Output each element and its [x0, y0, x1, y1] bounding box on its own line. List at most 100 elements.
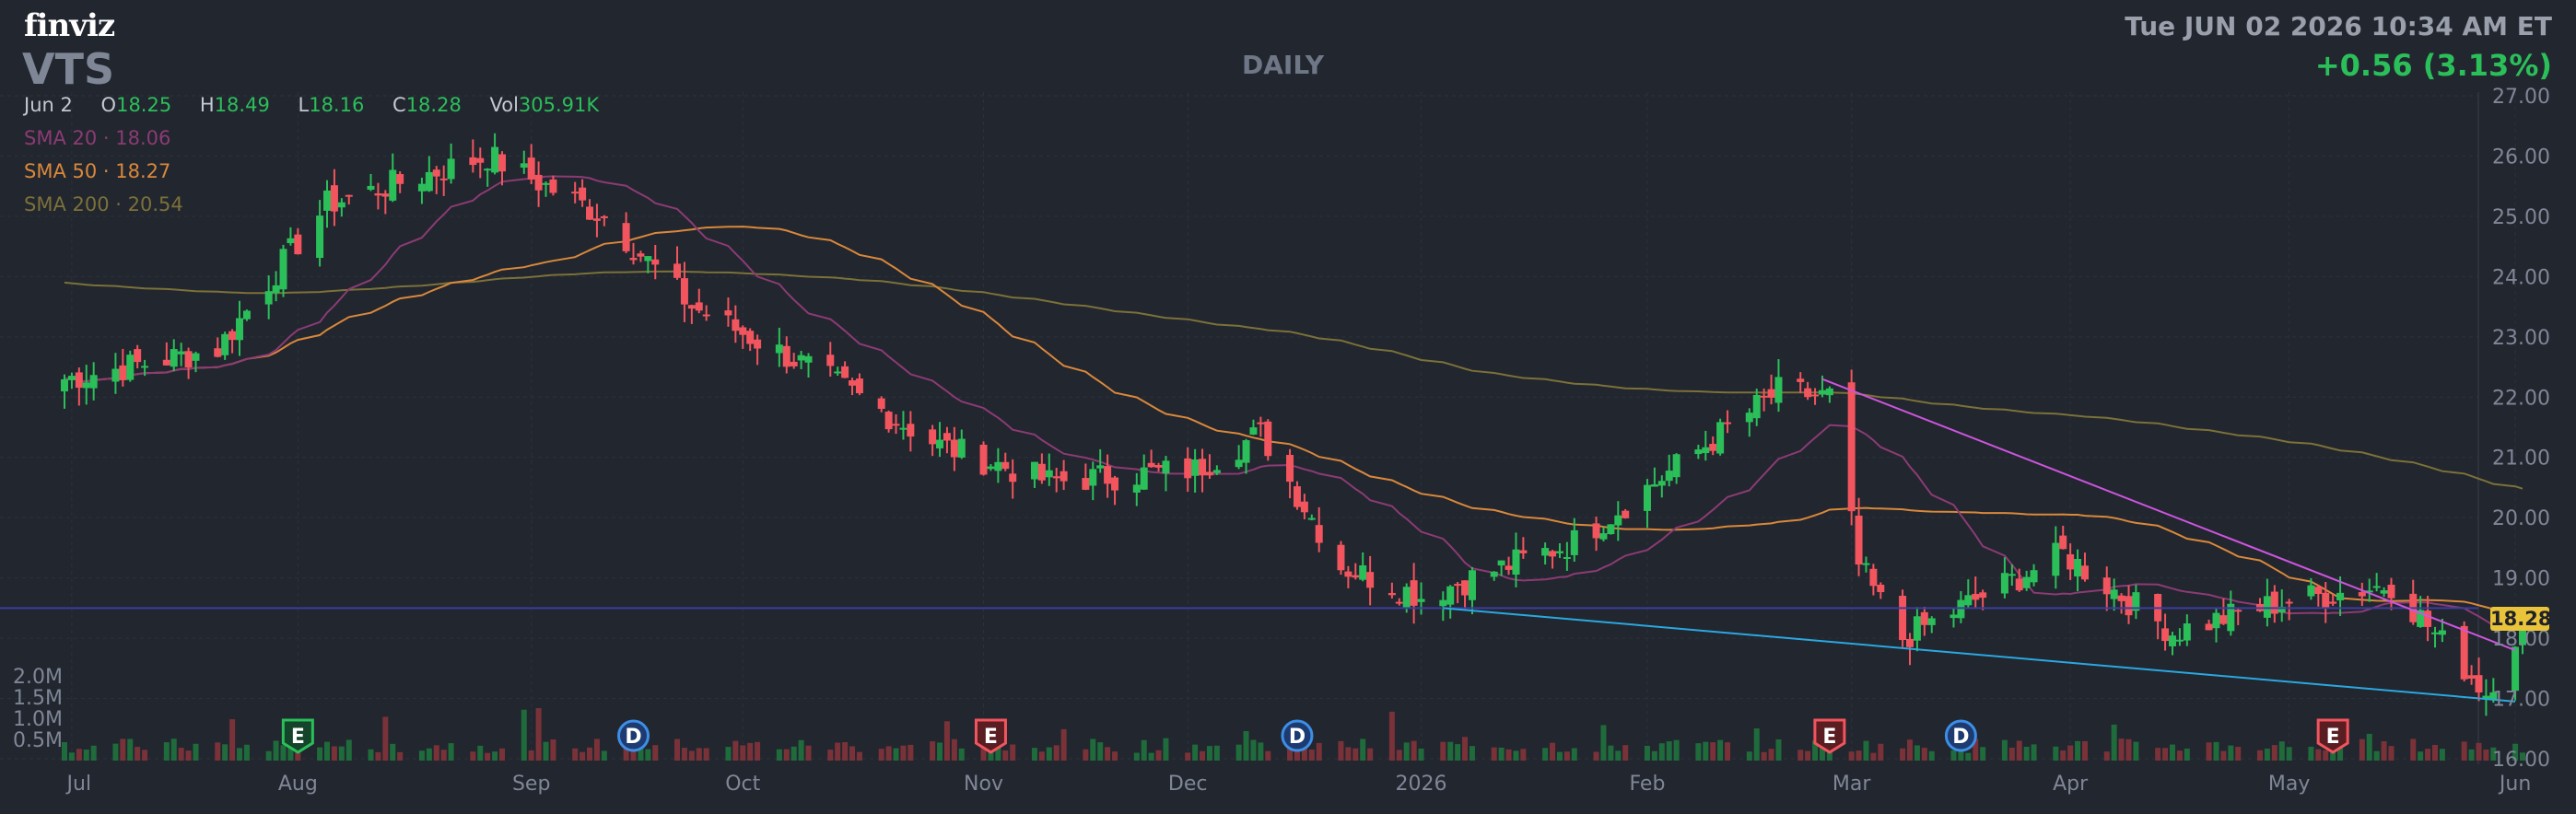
- candle-body: [1104, 466, 1112, 484]
- candle: [855, 373, 863, 396]
- volume-bar: [1550, 742, 1556, 761]
- dividend-marker[interactable]: D: [617, 719, 650, 752]
- x-tick-label: Aug: [278, 773, 318, 796]
- candle: [337, 198, 345, 217]
- candle-body: [2080, 565, 2089, 580]
- candle: [1563, 541, 1571, 571]
- event-label: E: [1822, 726, 1836, 749]
- candle: [629, 242, 638, 265]
- earnings-marker[interactable]: E: [1813, 718, 1846, 754]
- candle: [1461, 580, 1469, 610]
- volume-bar: [2381, 740, 2387, 761]
- volume-bar: [1053, 745, 1060, 761]
- sma200-legend[interactable]: SMA 200 · 20.54: [24, 193, 183, 215]
- volume-bar: [1287, 745, 1294, 761]
- dividend-marker[interactable]: D: [1944, 719, 1977, 752]
- candle-body: [2015, 578, 2023, 591]
- candle-body: [2336, 592, 2345, 600]
- candle: [1570, 517, 1578, 562]
- candle-body: [2212, 612, 2220, 629]
- candle: [884, 410, 893, 433]
- candle-body: [592, 218, 601, 221]
- volume-bar: [287, 743, 294, 761]
- candle: [775, 327, 783, 367]
- candle-body: [1184, 458, 1192, 479]
- sma50-legend[interactable]: SMA 50 · 18.27: [24, 160, 171, 182]
- candle-body: [2475, 675, 2483, 692]
- candle-body: [1497, 560, 1505, 566]
- candle-body: [994, 461, 1002, 471]
- volume-bar: [1243, 730, 1249, 761]
- candle-body: [2438, 630, 2446, 635]
- candle: [695, 288, 703, 314]
- volume-bar: [215, 742, 221, 761]
- candle-body: [1920, 611, 1928, 625]
- candle: [221, 331, 229, 360]
- candle-body: [1402, 587, 1411, 608]
- volume-bar: [2410, 738, 2417, 761]
- candle: [1242, 438, 1250, 474]
- sma20-path: [64, 175, 2523, 631]
- candle: [1745, 408, 1753, 437]
- candle-body: [1344, 571, 1352, 577]
- candle: [279, 244, 287, 297]
- sma200-line: [64, 270, 2523, 490]
- candle-body: [228, 331, 237, 341]
- dividend-marker[interactable]: D: [1281, 719, 1314, 752]
- earnings-marker[interactable]: E: [2316, 718, 2349, 754]
- volume-bar: [2060, 750, 2067, 761]
- earnings-marker[interactable]: E: [281, 718, 314, 754]
- earnings-marker[interactable]: E: [974, 718, 1007, 754]
- candle-body: [432, 169, 440, 177]
- candle-body: [439, 178, 448, 180]
- candle-body: [447, 158, 455, 180]
- volume-bar: [776, 749, 782, 761]
- volume-bar: [1644, 745, 1650, 761]
- volume-bar: [805, 745, 812, 761]
- candle-body: [1111, 477, 1119, 491]
- candle: [2015, 568, 2023, 592]
- candle-body: [2227, 603, 2235, 632]
- volume-bar: [630, 749, 637, 761]
- candle: [1899, 589, 1907, 647]
- candle: [82, 365, 90, 405]
- volume-bar: [2228, 745, 2234, 761]
- candle-body: [1366, 572, 1375, 588]
- candle-body: [177, 351, 185, 355]
- volume-bar: [550, 739, 556, 761]
- candle-body: [1622, 510, 1630, 518]
- candle: [1592, 517, 1600, 552]
- volume-bar: [2111, 724, 2117, 761]
- candle-body: [1607, 524, 1615, 535]
- volume-bar: [1775, 738, 1782, 761]
- candle: [1191, 448, 1200, 493]
- sma200-path: [64, 270, 2523, 490]
- candle-body: [775, 344, 783, 354]
- time-axis: Jul Aug Sep Oct Nov Dec 2026 Feb Mar Apr May Jun: [65, 773, 2532, 796]
- volume-bar: [390, 743, 396, 761]
- volume-label: Vol: [489, 94, 519, 116]
- volume-bar: [368, 749, 374, 761]
- finviz-logo[interactable]: finviz: [24, 7, 115, 44]
- candle-body: [1446, 586, 1455, 605]
- event-label: E: [984, 726, 998, 749]
- candle: [1147, 449, 1155, 468]
- candle: [323, 180, 332, 228]
- volume-bar: [1695, 743, 1702, 761]
- volume-bar: [1133, 752, 1140, 761]
- candle-body: [1060, 471, 1068, 482]
- candle-body: [520, 163, 528, 169]
- volume-bar: [1411, 740, 1417, 761]
- candle: [1650, 467, 1658, 487]
- candle-body: [2270, 591, 2278, 614]
- sma20-legend[interactable]: SMA 20 · 18.06: [24, 127, 171, 149]
- candle: [476, 147, 485, 179]
- volume-bar: [1593, 751, 1599, 761]
- candle-body: [2022, 576, 2031, 588]
- candle-body: [2358, 592, 2366, 597]
- candle-body: [1512, 549, 1520, 576]
- volume-bar: [345, 739, 352, 761]
- candle: [2132, 584, 2140, 620]
- volume-bar: [638, 748, 644, 761]
